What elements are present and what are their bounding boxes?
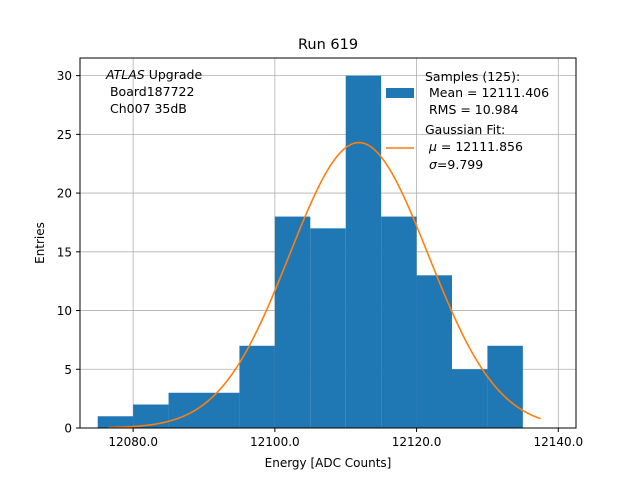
y-tick-label: 20 — [57, 187, 72, 201]
annotation-channel: Ch007 35dB — [106, 101, 187, 116]
legend-rms-label: RMS = 10.984 — [425, 102, 519, 117]
svg-text:ATLAS Upgrade: ATLAS Upgrade — [105, 67, 202, 82]
legend-mean-label: Mean = 12111.406 — [425, 85, 549, 100]
annotation-upgrade: Upgrade — [145, 67, 203, 82]
histogram-bar — [345, 75, 382, 428]
histogram-bar — [204, 392, 240, 428]
histogram-bar — [487, 345, 523, 428]
gaussian-fit-curve — [108, 141, 541, 429]
y-tick-label: 15 — [57, 245, 72, 259]
legend-sigma-value: =9.799 — [437, 157, 483, 172]
legend-samples-label: Samples (125): — [425, 69, 520, 84]
svg-text:σ=9.799: σ=9.799 — [425, 157, 483, 172]
histogram-bar — [239, 345, 275, 428]
annotation-atlas: ATLAS — [105, 67, 145, 82]
histogram-bar — [381, 216, 417, 428]
y-tick-label: 5 — [64, 363, 72, 377]
x-tick-label: 12080.0 — [108, 435, 158, 449]
x-tick-label: 12100.0 — [250, 435, 300, 449]
svg-text:μ = 12111.856: μ = 12111.856 — [425, 139, 523, 154]
x-tick-label: 12120.0 — [392, 435, 442, 449]
histogram-bar — [133, 404, 169, 428]
legend-histogram-swatch — [386, 88, 414, 98]
legend-mu-value: = 12111.856 — [437, 139, 523, 154]
histogram-bar — [274, 216, 311, 428]
histogram-bars — [97, 75, 523, 428]
atlas-annotation: ATLAS Upgrade Board187722 Ch007 35dB — [105, 67, 202, 116]
legend-fit-label: Gaussian Fit: — [425, 122, 505, 137]
histogram-bar — [416, 275, 452, 428]
x-ticks: 12080.0 12100.0 12120.0 12140.0 — [108, 428, 583, 449]
chart-title: Run 619 — [298, 37, 358, 53]
x-axis-label: Energy [ADC Counts] — [265, 456, 392, 470]
histogram-bar — [168, 392, 204, 428]
y-axis-label: Entries — [33, 222, 47, 264]
legend-mu-symbol: μ — [428, 139, 437, 154]
histogram-bar — [97, 416, 134, 428]
x-tick-label: 12140.0 — [533, 435, 583, 449]
y-tick-label: 25 — [57, 128, 72, 142]
y-tick-label: 30 — [57, 69, 72, 83]
y-tick-label: 0 — [64, 422, 72, 436]
histogram-bar — [310, 228, 346, 428]
y-ticks: 0 5 10 15 20 25 30 — [57, 69, 80, 436]
y-tick-label: 10 — [57, 304, 72, 318]
plot-frame — [79, 57, 577, 429]
histogram-bar — [452, 369, 488, 428]
annotation-board: Board187722 — [106, 84, 194, 99]
legend-sigma-symbol: σ — [429, 157, 438, 172]
legend: Samples (125): Mean = 12111.406 RMS = 10… — [386, 69, 549, 172]
